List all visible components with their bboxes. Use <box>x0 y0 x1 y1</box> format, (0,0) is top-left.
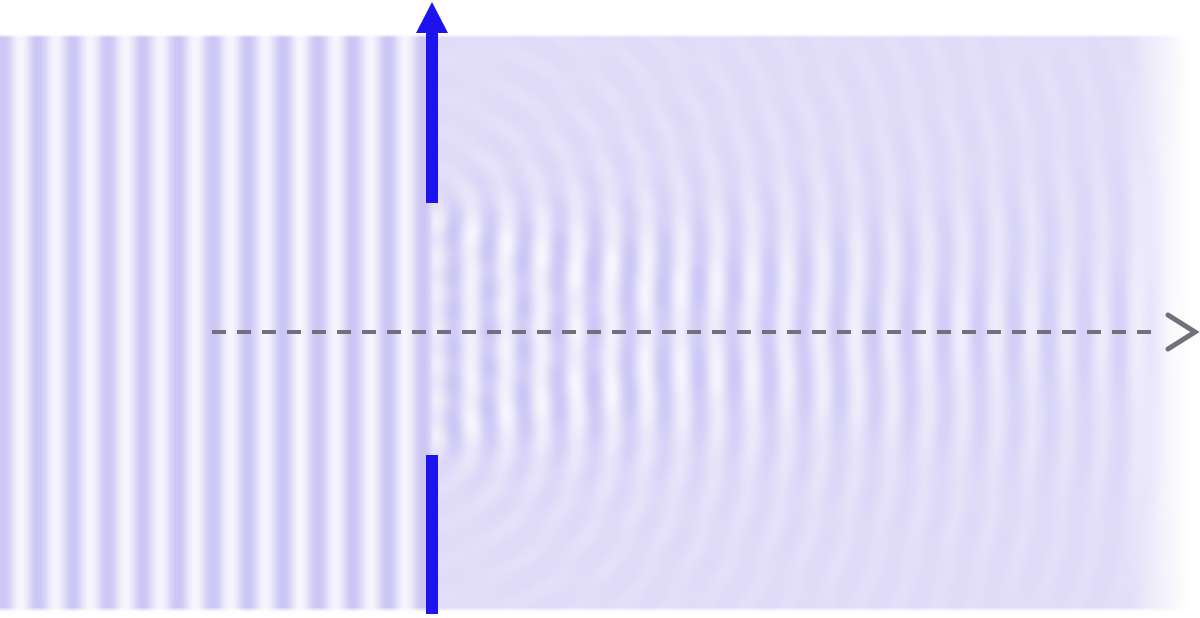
barrier-bottom-wall <box>426 455 438 614</box>
barrier-top-wall <box>426 30 438 203</box>
barrier-arrow-head-icon <box>416 2 448 33</box>
propagation-axis-arrowhead-icon <box>1165 312 1200 352</box>
